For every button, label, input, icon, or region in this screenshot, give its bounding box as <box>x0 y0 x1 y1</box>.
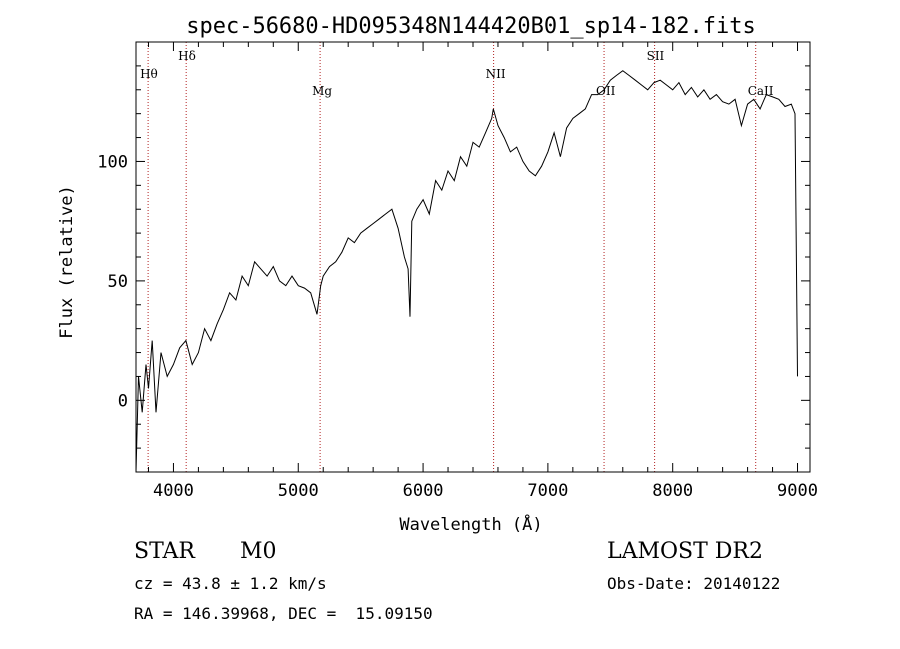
x-tick-label: 5000 <box>278 481 319 501</box>
annotation-label: SII <box>647 49 665 63</box>
y-tick-label: 100 <box>97 152 128 172</box>
x-tick-label: 7000 <box>527 481 568 501</box>
x-axis-label: Wavelength (Å) <box>399 513 542 535</box>
x-tick-label: 9000 <box>777 481 818 501</box>
object-class: STAR <box>134 539 195 564</box>
y-axis-label: Flux (relative) <box>57 185 77 339</box>
annotation-label: Mg <box>312 84 332 98</box>
x-tick-label: 4000 <box>153 481 194 501</box>
x-tick-label: 8000 <box>652 481 693 501</box>
spectrum-series <box>135 70 798 473</box>
annotation-label: NII <box>486 67 506 81</box>
observation-date: Obs-Date: 20140122 <box>607 574 781 593</box>
annotation-label: Hδ <box>178 49 196 63</box>
plot-frame <box>135 41 811 473</box>
object-subclass: M0 <box>240 539 277 564</box>
redshift-cz: cz = 43.8 ± 1.2 km/s <box>134 574 327 593</box>
axes: 4000 5000 6000 7000 8000 9000 0 50 100 <box>97 41 818 501</box>
x-tick-label: 6000 <box>403 481 444 501</box>
spectrum-line <box>135 70 798 473</box>
y-tick-label: 0 <box>118 391 128 411</box>
ra-dec: RA = 146.39968, DEC = 15.09150 <box>134 604 433 623</box>
y-tick-label: 50 <box>108 272 128 292</box>
survey-name: LAMOST DR2 <box>607 539 763 564</box>
chart-title: spec-56680-HD095348N144420B01_sp14-182.f… <box>186 14 756 39</box>
annotation-label: OII <box>596 84 616 98</box>
annotation-label: Hθ <box>140 67 158 81</box>
